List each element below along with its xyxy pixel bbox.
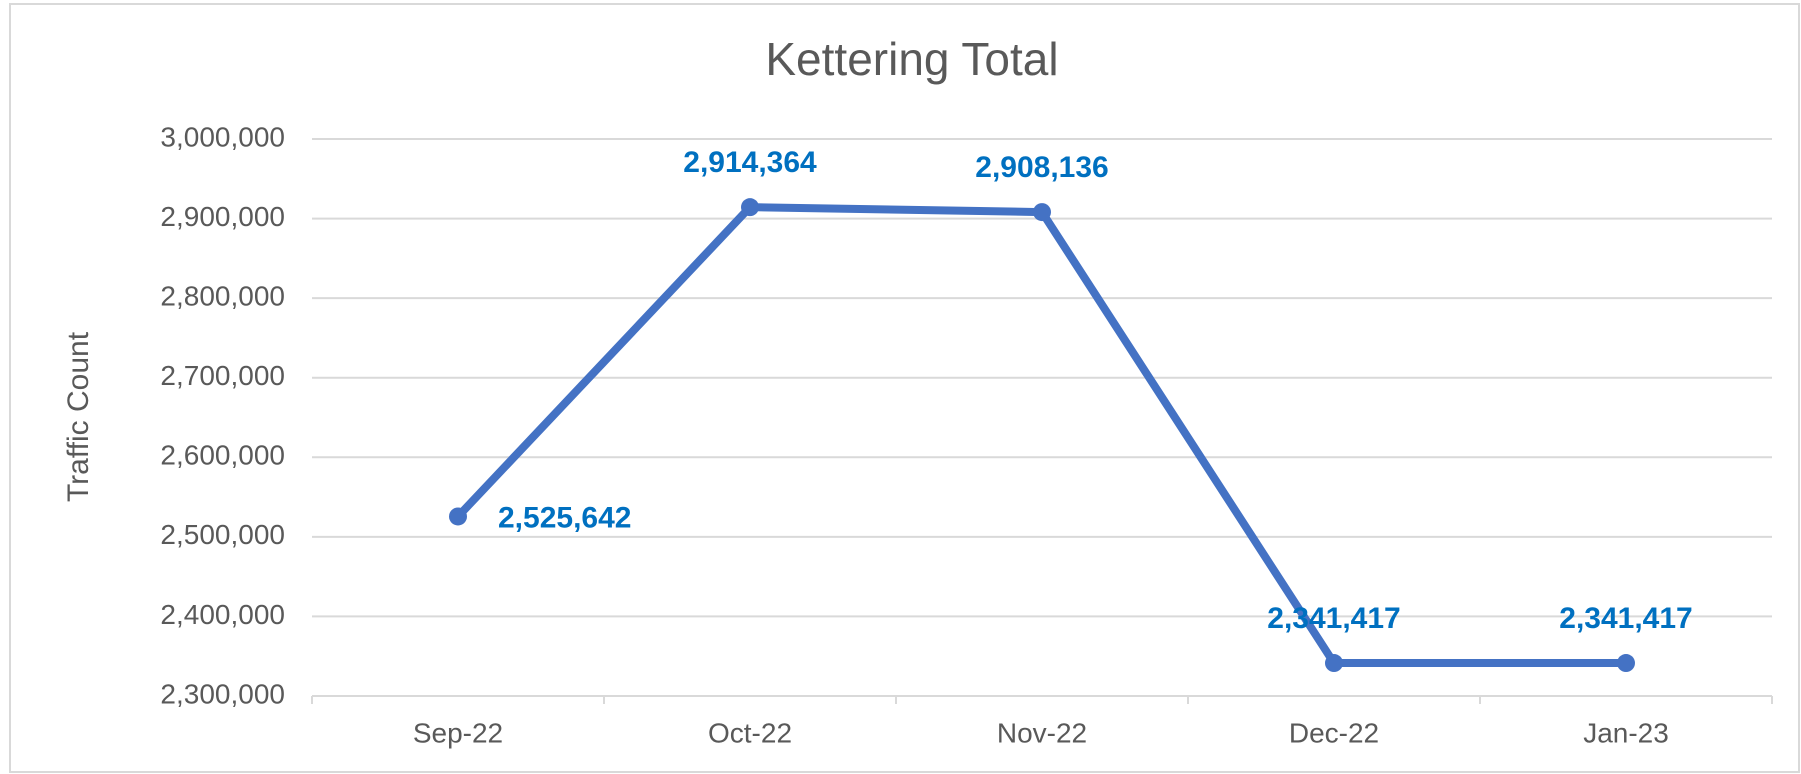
chart-border [9, 3, 1800, 773]
point [1325, 654, 1343, 673]
y-tick-label: 2,400,000 [160, 599, 285, 630]
data-label: 2,525,642 [498, 501, 631, 534]
x-tick-label: Sep-22 [413, 717, 503, 748]
y-tick-label: 2,700,000 [160, 360, 285, 391]
point [449, 507, 467, 526]
x-tick-label: Nov-22 [997, 717, 1087, 748]
data-label: 2,914,364 [683, 146, 817, 179]
point [741, 198, 759, 217]
y-tick-label: 2,900,000 [160, 201, 285, 232]
point [1033, 203, 1051, 222]
line [455, 203, 1626, 668]
y-tick-label: 2,600,000 [160, 440, 285, 471]
y-axis-label: Traffic Count [62, 331, 95, 502]
x-tick-label: Oct-22 [708, 717, 792, 748]
y-tick-label: 2,800,000 [160, 281, 285, 312]
x-tick-label: Dec-22 [1289, 717, 1379, 748]
data-label: 2,908,136 [975, 151, 1108, 184]
data-label: 2,341,417 [1267, 602, 1400, 635]
x-tick-label: Jan-23 [1583, 717, 1669, 748]
y-tick-label: 2,300,000 [160, 678, 285, 709]
data-label: 2,341,417 [1559, 602, 1692, 635]
y-tick-label: 3,000,000 [160, 121, 285, 152]
point [1617, 654, 1635, 673]
y-tick-label: 2,500,000 [160, 519, 285, 550]
chart-title: Kettering Total [765, 33, 1058, 85]
